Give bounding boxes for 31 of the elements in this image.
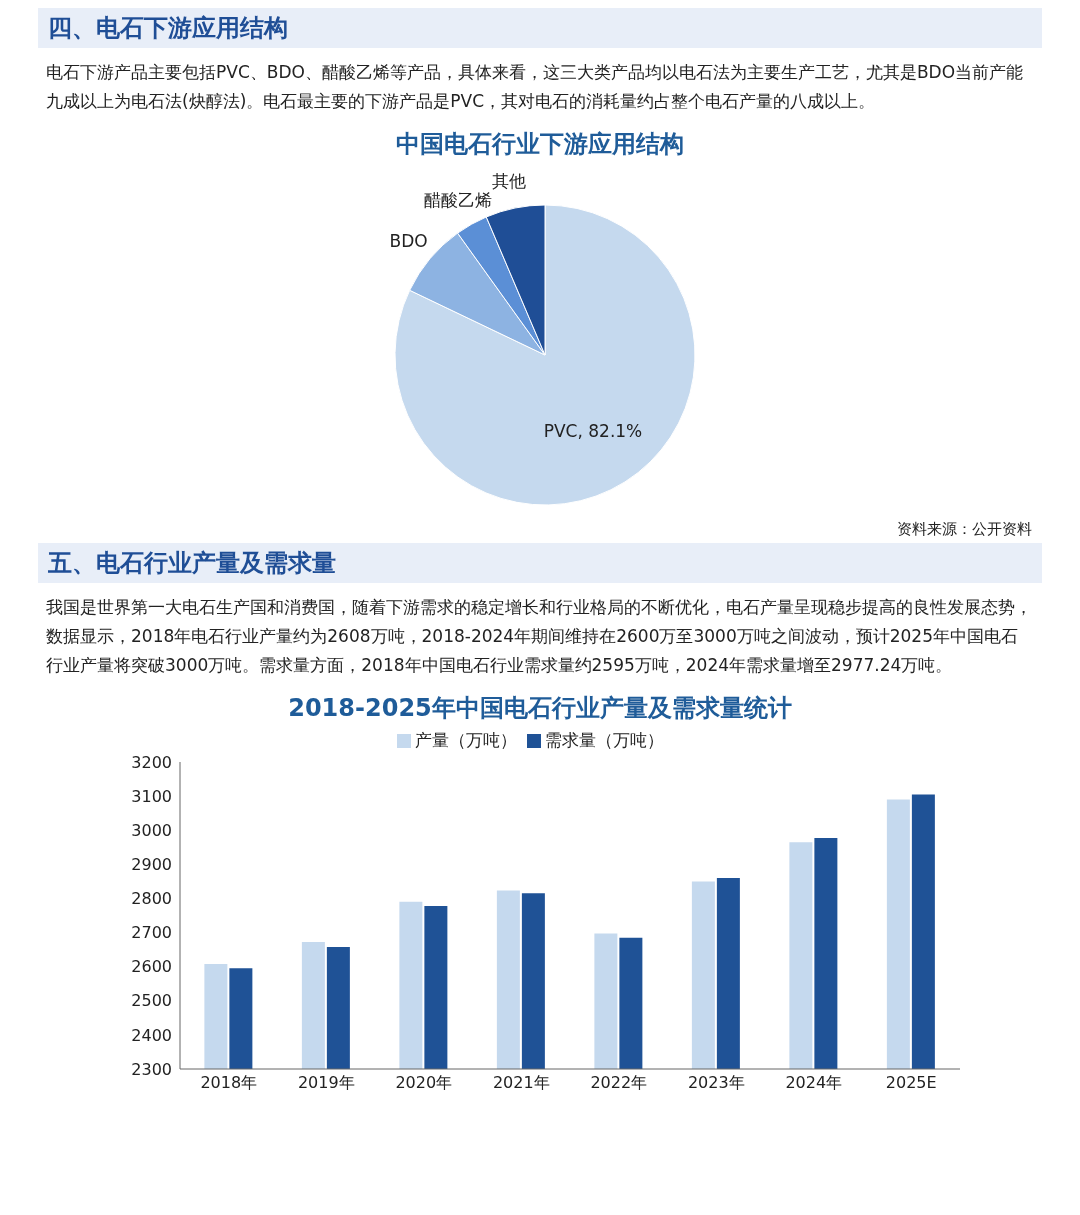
y-tick-label: 2800 <box>131 889 172 909</box>
x-tick-label: 2025E <box>885 1073 937 1093</box>
y-tick-label: 3000 <box>131 820 172 840</box>
y-tick-label: 2500 <box>131 991 172 1011</box>
text: 我国是世界第一大电石生产国和消费国，随着下游需求的稳定增长和行业格局的不断优化，电石产量呈现稳步提高的良性发展态势，数据显示，2018年电石行业产量约为2608万吨，2018-2024年期间维持在2600万至3000万吨之间波动，预计2025年中国电石行业产量将突破3000万吨。需求量方面，2018年中国电石行业需求量约2595万吨，2024年需求量增至2977.24万吨。 <box>46 596 1033 677</box>
slice-label: BDO <box>389 230 428 251</box>
x-tick-label: 2019年 <box>297 1073 355 1093</box>
y-tick-label: 3200 <box>131 752 172 772</box>
text: 四、电石下游应用结构 <box>38 8 1042 48</box>
legend-label: 产量（万吨） <box>414 730 517 750</box>
x-tick-label: 2024年 <box>785 1073 843 1093</box>
x-tick-label: 2018年 <box>200 1073 258 1093</box>
text: 五、电石行业产量及需求量 <box>38 543 1042 583</box>
slice-label: PVC, 82.1% <box>543 421 643 442</box>
x-tick-label: 2023年 <box>687 1073 745 1093</box>
y-tick-label: 2900 <box>131 855 172 875</box>
x-tick-label: 2021年 <box>492 1073 550 1093</box>
text: 资料来源：公开资料 <box>896 520 1032 539</box>
y-tick-label: 2600 <box>131 957 172 977</box>
x-tick-label: 2020年 <box>395 1073 453 1093</box>
y-tick-label: 2300 <box>131 1059 172 1079</box>
chart-title: 中国电石行业下游应用结构 <box>395 129 685 160</box>
x-tick-label: 2022年 <box>590 1073 648 1093</box>
y-tick-label: 2400 <box>131 1025 172 1045</box>
legend-label: 需求量（万吨） <box>544 730 664 750</box>
text: 电石下游产品主要包括PVC、BDO、醋酸乙烯等产品，具体来看，这三大类产品均以电石法为主要生产工艺，尤其是BDO当前产能九成以上为电石法(炔醇法)。电石最主要的下游产品是PVC，其对电石的消耗量约占整个电石产量的八成以上。 <box>46 61 1025 113</box>
slice-label: 醋酸乙烯 <box>423 189 492 210</box>
slice-label: 其他 <box>492 170 527 191</box>
y-tick-label: 2700 <box>131 923 172 943</box>
chart-title: 2018-2025年中国电石行业产量及需求量统计 <box>287 693 793 724</box>
y-tick-label: 3100 <box>131 786 172 806</box>
